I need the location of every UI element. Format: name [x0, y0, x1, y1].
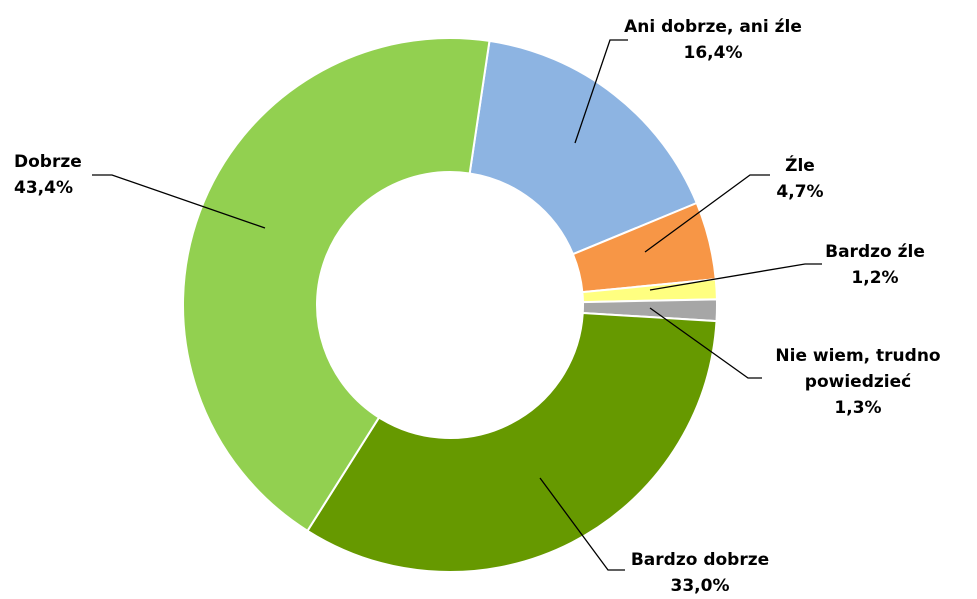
- leader-line: [644, 174, 770, 253]
- leader-line: [649, 307, 762, 379]
- slice-label: Bardzo źle: [825, 242, 925, 262]
- slice-label: Źle: [785, 156, 815, 176]
- slice-value-label: 4,7%: [776, 182, 824, 202]
- slice-label: Bardzo dobrze: [630, 550, 770, 570]
- slice-label: Dobrze: [14, 152, 82, 172]
- slice-label: Nie wiem, trudno powiedzieć: [775, 346, 941, 392]
- slice-value-label: 33,0%: [670, 576, 730, 596]
- slice-value-label: 1,2%: [851, 268, 899, 288]
- donut-slice: [182, 37, 491, 533]
- donut-slice: [306, 311, 718, 573]
- leader-line: [649, 263, 822, 291]
- slice-value-label: 16,4%: [683, 43, 743, 63]
- slice-value-label: 43,4%: [14, 178, 73, 198]
- donut-slice: [468, 39, 699, 256]
- slice-value-label: 1,3%: [834, 398, 882, 418]
- slice-label: Ani dobrze, ani źle: [624, 17, 802, 37]
- leader-line: [574, 39, 628, 144]
- leader-line: [539, 477, 625, 571]
- leader-line: [92, 174, 266, 229]
